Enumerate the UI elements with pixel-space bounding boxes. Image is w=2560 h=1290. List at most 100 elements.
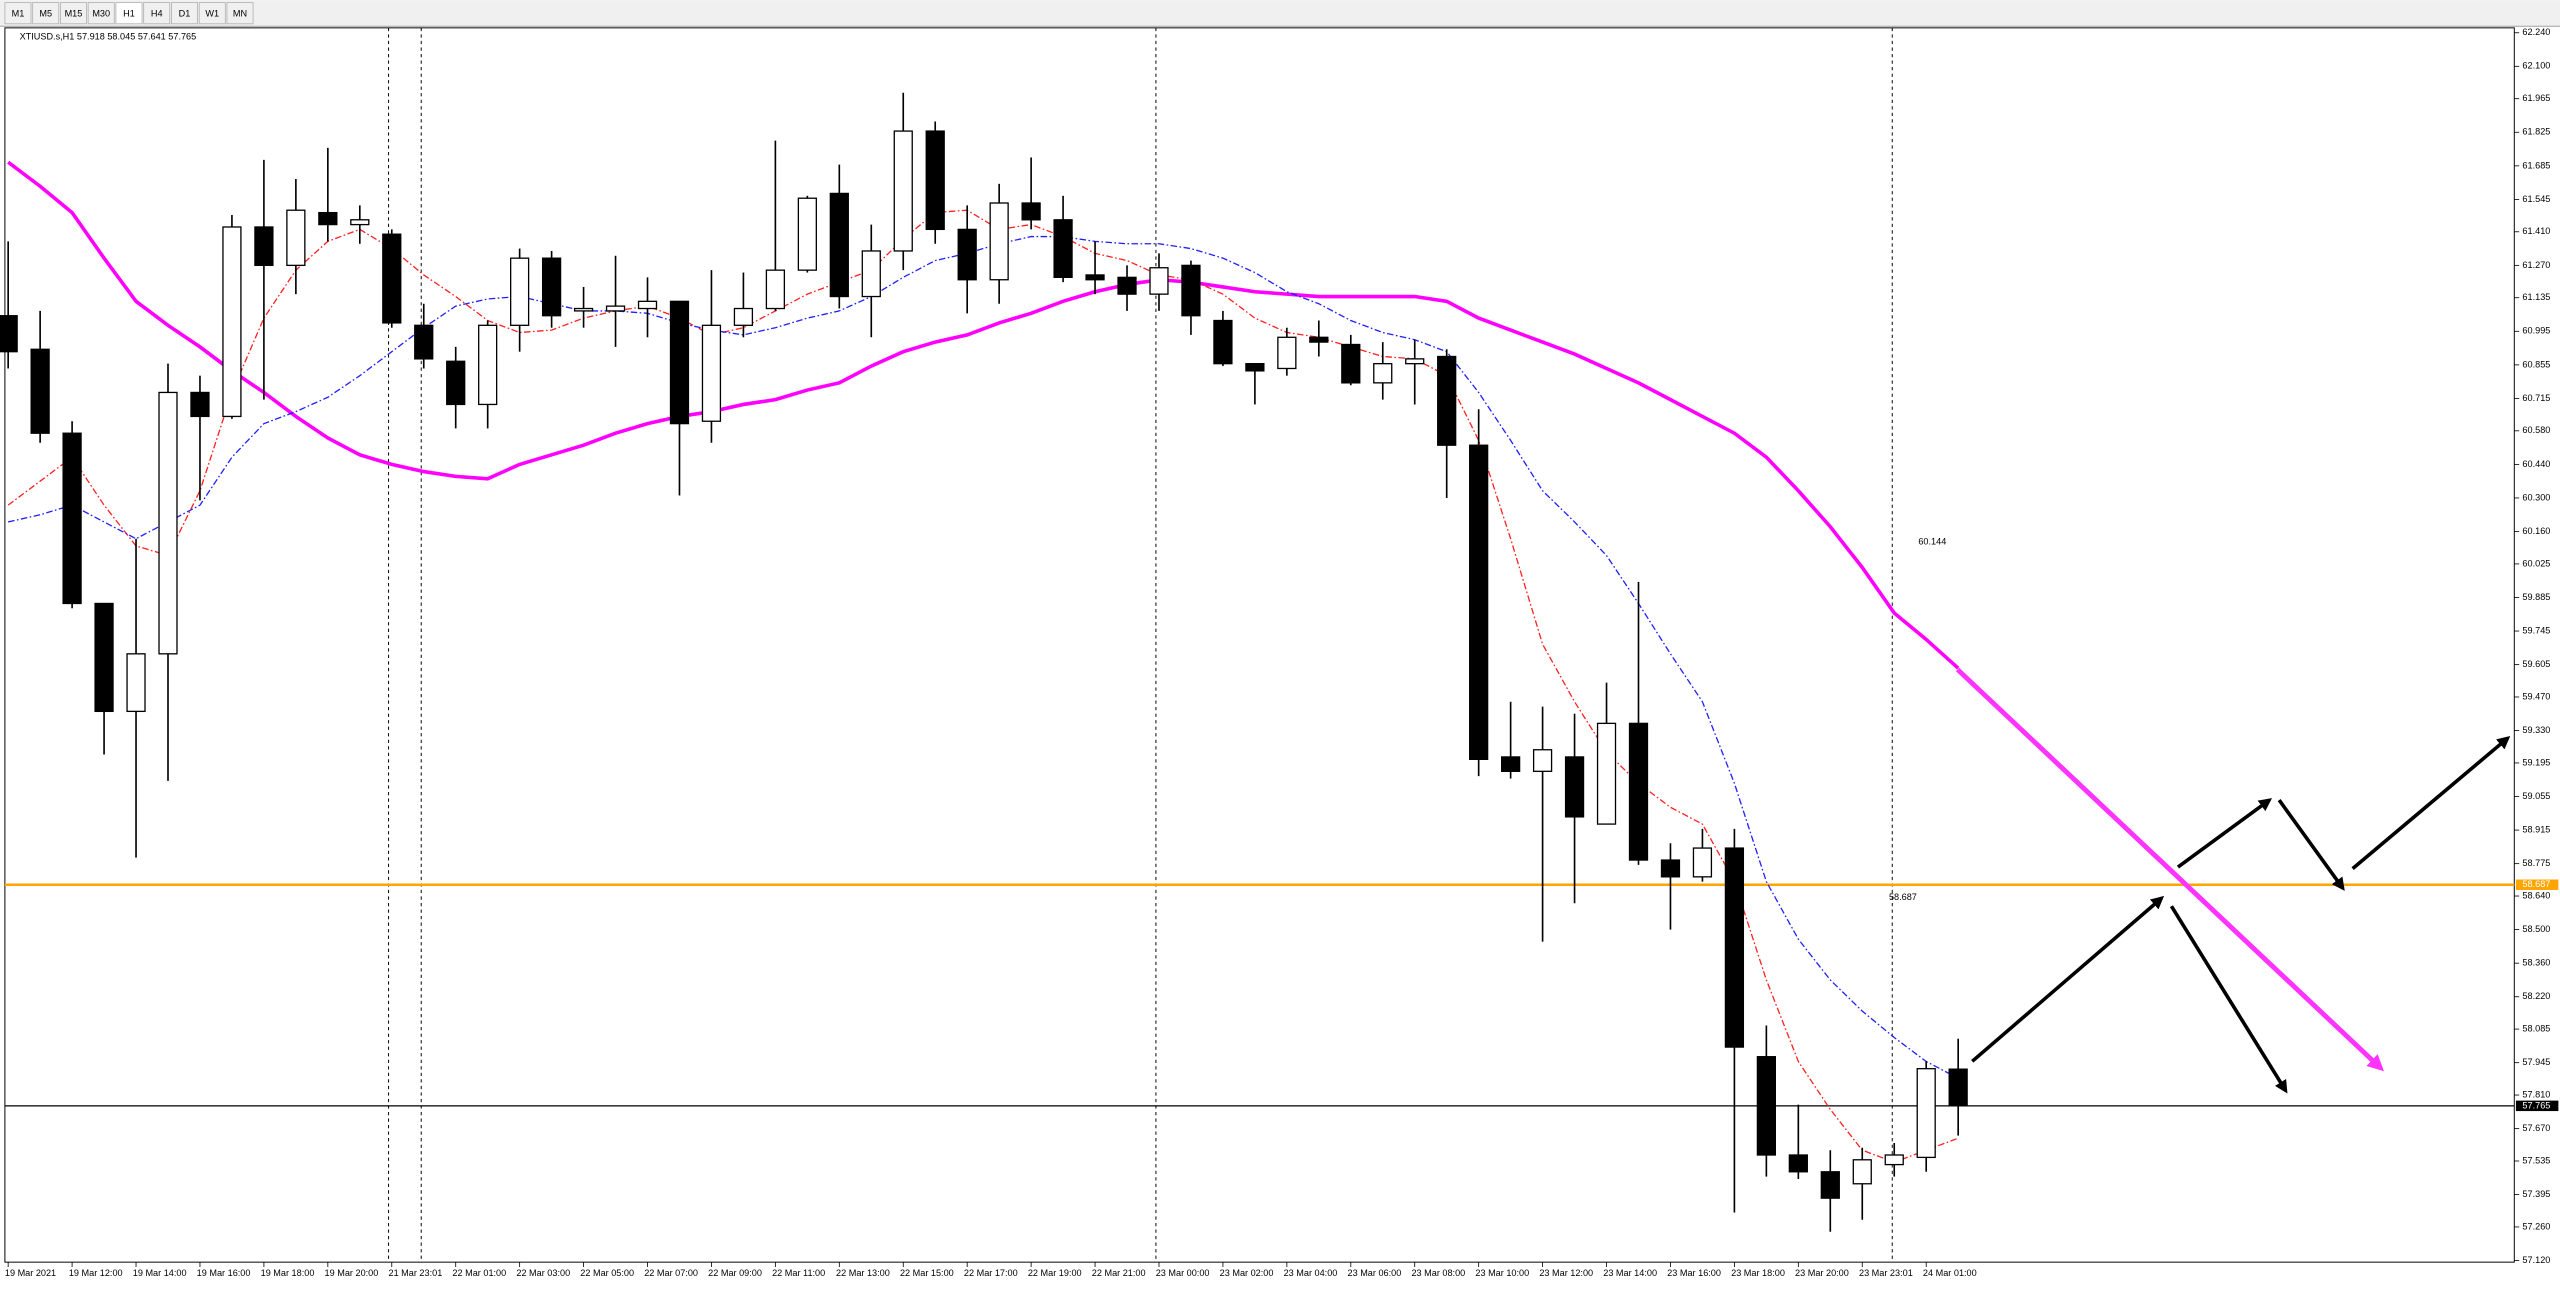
- timeframe-label[interactable]: H4: [151, 8, 163, 18]
- x-tick-label: 23 Mar 08:00: [1411, 1268, 1465, 1278]
- candle-body: [1149, 267, 1169, 295]
- timeframe-label[interactable]: D1: [179, 8, 191, 18]
- timeframe-button[interactable]: [32, 2, 60, 25]
- x-tick-label: 22 Mar 01:00: [452, 1268, 506, 1278]
- symbol: XTIUSD.s,H1: [20, 32, 75, 42]
- x-tick-label: 23 Mar 10:00: [1475, 1268, 1529, 1278]
- candle-body: [1309, 336, 1329, 343]
- y-tick-label: 61.685: [2522, 160, 2550, 170]
- timeframe-label[interactable]: M15: [65, 8, 83, 18]
- timeframe-label[interactable]: M1: [12, 8, 25, 18]
- price-tag-label: 57.765: [2522, 1100, 2550, 1110]
- y-tick-label: 59.745: [2522, 625, 2550, 635]
- timeframe-button[interactable]: [198, 2, 226, 25]
- y-tick-label: 60.300: [2522, 492, 2550, 502]
- x-tick-label: 22 Mar 07:00: [644, 1268, 698, 1278]
- y-tick-label: 61.135: [2522, 292, 2550, 302]
- timeframe-label[interactable]: W1: [205, 8, 219, 18]
- candle-body: [1117, 276, 1137, 295]
- timeframe-button[interactable]: [60, 2, 87, 25]
- x-tick-label: 22 Mar 17:00: [964, 1268, 1018, 1278]
- x-tick-label: 19 Mar 12:00: [69, 1268, 123, 1278]
- candle-body: [1564, 756, 1585, 818]
- header-close: 57.765: [168, 32, 196, 42]
- y-tick-label: 59.605: [2522, 659, 2550, 669]
- candle-body: [446, 360, 466, 406]
- candle-body: [1277, 336, 1297, 370]
- candle-body: [1405, 358, 1425, 365]
- arrow: [1971, 895, 2165, 1063]
- y-tick-label: 59.055: [2522, 791, 2550, 801]
- candle-body: [765, 269, 786, 310]
- candle-body: [605, 305, 626, 312]
- x-tick-label: 22 Mar 13:00: [836, 1268, 890, 1278]
- timeframe-label[interactable]: H1: [123, 8, 135, 18]
- x-tick-label: 23 Mar 16:00: [1667, 1268, 1721, 1278]
- timeframe-label[interactable]: M5: [39, 8, 52, 18]
- y-tick-label: 57.810: [2522, 1089, 2550, 1099]
- candle-body: [1532, 749, 1553, 772]
- candle-body: [701, 324, 722, 422]
- timeframe-button[interactable]: [4, 2, 32, 25]
- candle-body: [510, 257, 530, 326]
- candle-body: [1820, 1171, 1840, 1199]
- candle-body: [1628, 722, 1649, 861]
- candle-body: [957, 228, 977, 281]
- candle-body: [222, 226, 242, 418]
- price-tag-label: 58.687: [2522, 879, 2550, 889]
- candle-body: [1500, 756, 1521, 772]
- x-tick-label: 23 Mar 02:00: [1220, 1268, 1274, 1278]
- timeframe-button[interactable]: [115, 2, 143, 25]
- candle-body: [1916, 1068, 1936, 1159]
- y-tick-label: 58.640: [2522, 890, 2550, 900]
- candle-body: [1213, 319, 1233, 365]
- candle-body: [1756, 1056, 1777, 1156]
- timeframe-button[interactable]: [171, 2, 198, 25]
- timeframe-button[interactable]: [143, 2, 171, 25]
- candle-body: [126, 653, 146, 713]
- price-tag: [2515, 879, 2559, 890]
- timeframe-label[interactable]: MN: [233, 8, 247, 18]
- price-axis: 62.240 62.100 61.965 61.825 61.685 61.545 61.4…: [2514, 27, 2559, 1265]
- y-tick-label: 61.545: [2522, 194, 2550, 204]
- y-tick-label: 60.995: [2522, 326, 2550, 336]
- moving-average: [7, 160, 1960, 670]
- x-tick-label: 23 Mar 04:00: [1284, 1268, 1338, 1278]
- x-tick-label: 19 Mar 2021: [5, 1268, 56, 1278]
- candle-body: [254, 226, 274, 267]
- x-tick-label: 23 Mar 20:00: [1795, 1268, 1849, 1278]
- candle-body: [1660, 859, 1681, 878]
- plot: 58.687: [0, 92, 2515, 1232]
- x-tick-label: 19 Mar 20:00: [325, 1268, 379, 1278]
- y-tick-label: 59.470: [2522, 691, 2550, 701]
- y-tick-label: 58.915: [2522, 824, 2550, 834]
- y-tick-label: 60.025: [2522, 558, 2550, 568]
- candle-body: [1053, 219, 1073, 278]
- header-low: 57.641: [138, 32, 166, 42]
- y-tick-label: 61.270: [2522, 260, 2550, 270]
- trend-projection: [1955, 667, 2384, 1072]
- candle-body: [861, 250, 881, 298]
- chart-header: XTIUSD.s,H1 57.918 58.045 57.641 57.765: [20, 32, 197, 42]
- candle-body: [1788, 1154, 1808, 1173]
- timeframe-label[interactable]: M30: [92, 8, 110, 18]
- x-tick-label: 22 Mar 05:00: [580, 1268, 634, 1278]
- y-tick-label: 61.825: [2522, 127, 2550, 137]
- x-tick-label: 23 Mar 12:00: [1539, 1268, 1593, 1278]
- y-tick-label: 59.885: [2522, 592, 2550, 602]
- price-annotation: 60.144: [1918, 537, 1946, 547]
- candle-body: [893, 130, 913, 252]
- x-tick-label: 22 Mar 15:00: [900, 1268, 954, 1278]
- candle-body: [0, 315, 18, 353]
- timeframe-button[interactable]: [87, 2, 115, 25]
- y-tick-label: 58.360: [2522, 958, 2550, 968]
- y-tick-label: 61.965: [2522, 93, 2550, 103]
- candle-body: [1085, 274, 1105, 281]
- price-tag: [2515, 1100, 2559, 1112]
- x-tick-label: 22 Mar 03:00: [516, 1268, 570, 1278]
- y-tick-label: 60.160: [2522, 526, 2550, 536]
- y-tick-label: 59.195: [2522, 757, 2550, 767]
- timeframe-button[interactable]: [226, 2, 254, 25]
- arrow: [2277, 799, 2345, 891]
